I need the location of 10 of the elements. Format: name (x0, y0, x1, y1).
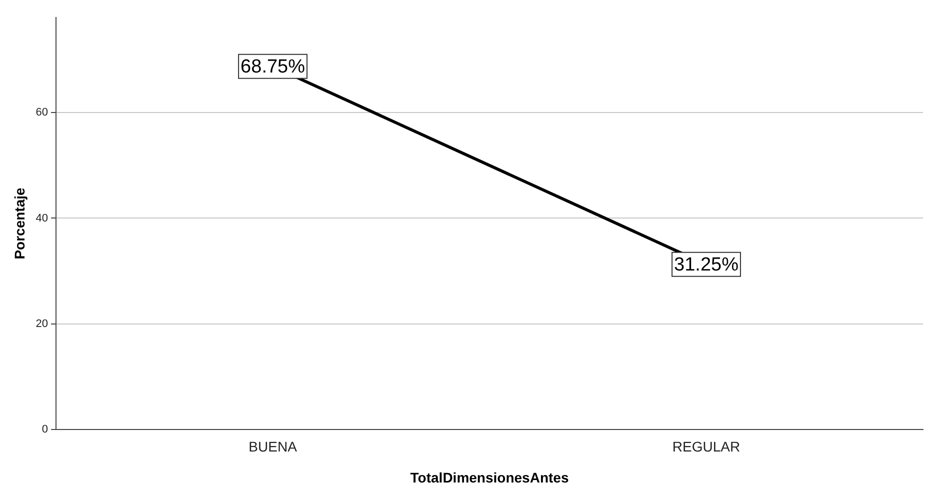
y-tick-label: 60 (36, 106, 48, 119)
data-label: 68.75% (240, 56, 306, 78)
y-axis-title: Porcentaje (11, 187, 28, 260)
x-tick-label: BUENA (248, 438, 298, 455)
y-tick-label: 40 (36, 212, 48, 224)
x-tick-label: REGULAR (672, 438, 740, 455)
data-label: 31.25% (674, 254, 739, 276)
y-tick-label: 20 (36, 318, 48, 330)
x-axis-title: TotalDimensionesAntes (410, 469, 569, 486)
y-tick-label: 0 (42, 423, 48, 436)
